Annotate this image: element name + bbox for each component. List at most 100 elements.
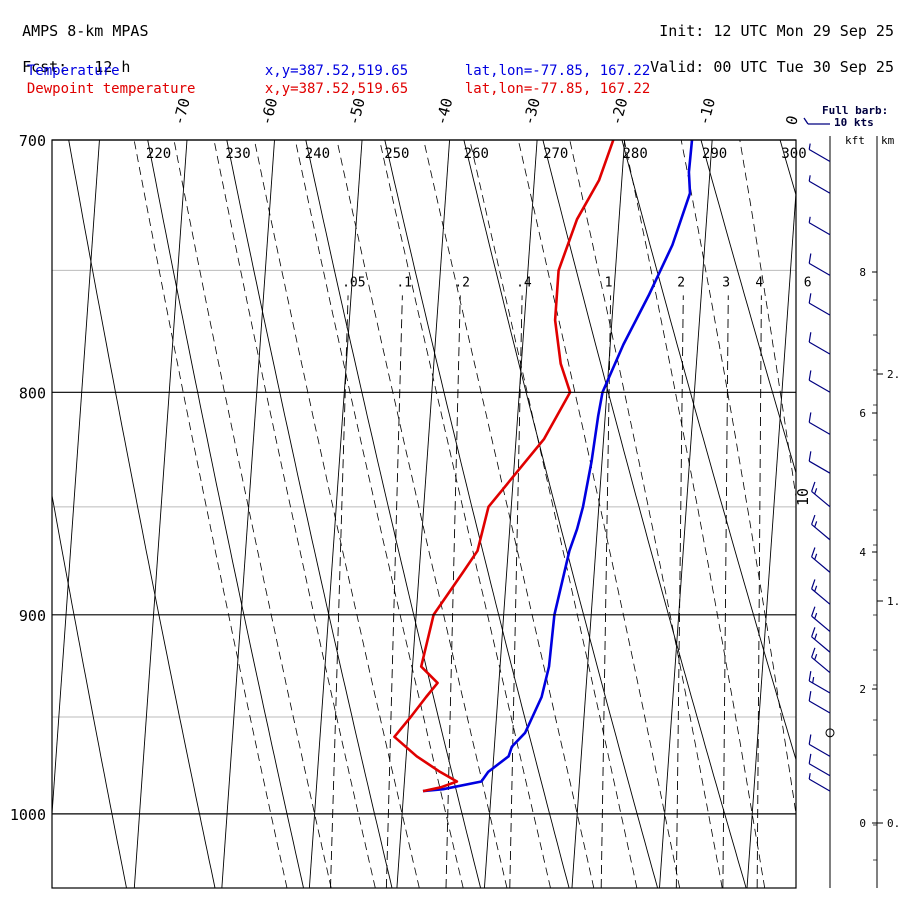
pressure-label: 700 [19, 132, 46, 150]
legend-temperature-name: Temperature [26, 63, 120, 79]
legend-dewpoint: Dewpoint temperature x,y=387.52,519.65 lat… [10, 62, 650, 98]
moist-adiabat [856, 140, 900, 888]
mixing-ratio-line [722, 295, 729, 888]
wind-barb-flag [808, 670, 812, 682]
height-kft-label: 0 [859, 817, 866, 830]
init-label: Init: [659, 22, 705, 40]
legend-dewpoint-latlon: lat,lon=-77.85, 167.22 [464, 81, 651, 97]
dry-adiabat [779, 140, 796, 197]
moist-adiabat [254, 140, 420, 888]
barb-legend-title: Full barb: [822, 104, 888, 117]
wind-barb-flag [808, 216, 811, 223]
wind-barb [811, 556, 831, 573]
wind-barb-flag [814, 633, 818, 640]
mixing-ratio-label: .1 [396, 275, 412, 290]
moist-adiabat [680, 140, 796, 817]
dry-adiabat [52, 493, 127, 888]
moist-adiabat [469, 140, 638, 888]
mixing-ratio-label: 4 [755, 275, 763, 290]
dry-adiabat-label: 250 [384, 146, 409, 162]
dry-adiabat [542, 140, 747, 888]
height-kft-label: 2 [859, 683, 866, 696]
mixing-ratio-label: 10 [794, 488, 812, 506]
mixing-ratio-label: .2 [454, 275, 470, 290]
dry-adiabat [859, 140, 900, 888]
dry-adiabat-label: 280 [622, 146, 647, 162]
moist-adiabat [569, 140, 723, 888]
wind-barb-flag [814, 585, 818, 592]
isotherm-label: -30 [520, 96, 544, 127]
wind-barb-flag [808, 370, 812, 381]
wind-barb [808, 222, 831, 236]
temperature-line [422, 140, 694, 793]
height-km-label: 0. [887, 817, 900, 830]
dry-adiabat [700, 140, 796, 475]
wind-barb-flag [808, 753, 812, 764]
isotherm [571, 140, 626, 888]
wind-barb-flag [814, 488, 818, 495]
barb-legend-flag [803, 117, 809, 125]
wind-barb-flag [814, 612, 818, 619]
wind-barb [808, 379, 831, 393]
dry-adiabat [621, 140, 796, 762]
wind-barb [808, 778, 831, 792]
legend-dewpoint-xy: x,y=387.52,519.65 [264, 81, 409, 97]
wind-barb-flag [811, 547, 816, 558]
dry-adiabat [305, 140, 482, 888]
wind-barb-flag [811, 514, 816, 525]
moist-adiabat [336, 140, 508, 888]
dry-adiabat [68, 140, 216, 888]
dry-adiabat-label: 260 [464, 146, 489, 162]
mixing-ratio-line [675, 295, 684, 888]
mixing-ratio-label: 2 [677, 275, 685, 290]
dry-adiabat [384, 140, 570, 888]
legend-temperature-latlon: lat,lon=-77.85, 167.22 [464, 63, 651, 79]
isotherm [396, 140, 451, 888]
mixing-ratio-label: 3 [722, 275, 730, 290]
fcst-label: Fcst: [22, 58, 68, 76]
plot-frame [51, 139, 797, 889]
wind-barb [808, 763, 831, 777]
wind-barb-flag [808, 412, 812, 423]
wind-barb-flag [811, 579, 816, 590]
height-kft-label: 4 [859, 546, 866, 559]
pressure-label: 900 [19, 607, 46, 625]
mixing-ratio-line [330, 295, 349, 888]
isotherm-label: -70 [169, 96, 193, 127]
isotherm-label: -60 [257, 96, 281, 127]
dry-adiabat-label: 220 [146, 146, 171, 162]
height-kft-label: 6 [859, 407, 866, 420]
height-km-label: 1. [887, 595, 900, 608]
fcst-value: 12 h [94, 58, 131, 76]
wind-barb [811, 490, 831, 508]
dry-adiabat-label: 240 [305, 146, 330, 162]
valid-label: Valid: [650, 58, 705, 76]
wind-barb-flag [811, 647, 816, 658]
wind-barb-flag [812, 676, 815, 684]
legend-temperature: Temperature x,y=387.52,519.65 lat,lon=-77.… [10, 44, 650, 80]
wind-barb-flag [814, 553, 818, 560]
isotherm [133, 140, 188, 888]
isotherm-label: 0 [782, 114, 802, 127]
moist-adiabat [173, 140, 332, 888]
mixing-ratio-line [385, 295, 403, 888]
wind-barb-flag [808, 293, 812, 304]
wind-barb [808, 743, 831, 757]
wind-barb-flag [808, 253, 812, 264]
dry-adiabat [463, 140, 659, 888]
calm-wind-circle [825, 728, 835, 738]
wind-barb-flag [808, 175, 811, 182]
mixing-ratio-line [807, 295, 809, 888]
moist-adiabat [799, 140, 892, 888]
dry-adiabat-label: 300 [781, 146, 806, 162]
dewpoint-line [393, 140, 615, 793]
isotherm [659, 140, 713, 888]
mixing-ratio-line [600, 295, 612, 888]
wind-barb-flag [808, 332, 812, 343]
dry-adiabat-label: 270 [543, 146, 568, 162]
barb-legend-value: 10 kts [834, 116, 874, 129]
pressure-label: 1000 [10, 806, 46, 824]
wind-barb-flag [811, 606, 816, 617]
km-axis-label: km [881, 134, 895, 147]
